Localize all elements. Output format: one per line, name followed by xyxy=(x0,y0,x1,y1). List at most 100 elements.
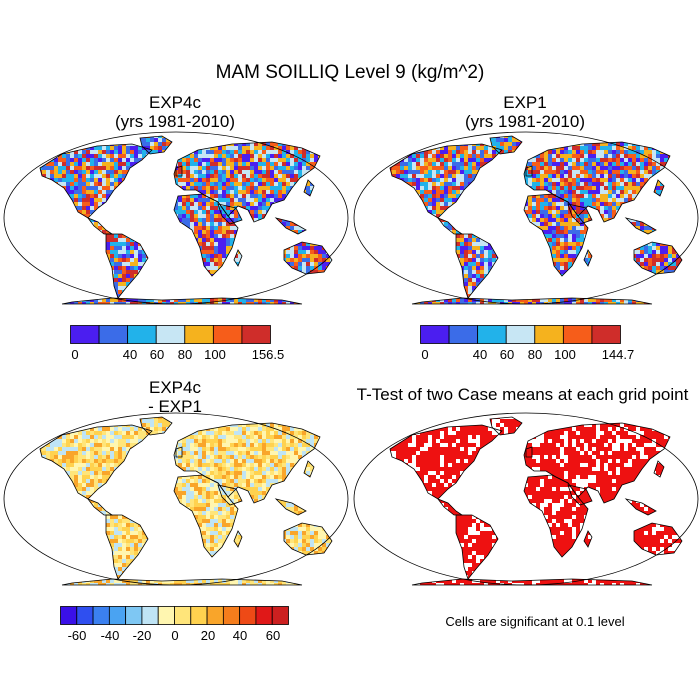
coast-uk xyxy=(175,446,183,458)
colorbar-swatch-11 xyxy=(239,606,257,625)
colorbar-tick-label: 60 xyxy=(150,347,164,362)
colorbar-tick-label: 80 xyxy=(528,347,542,362)
colorbar-diff: -60 -40 -20 0 20 40 60 xyxy=(60,606,289,643)
coast-north-america xyxy=(39,424,153,500)
colorbar-swatch-6 xyxy=(591,325,621,344)
map-panel-exp1 xyxy=(353,131,699,305)
panel-exp1-title: EXP1 (yrs 1981-2010) xyxy=(390,93,660,131)
coast-southeast-asia xyxy=(624,498,657,516)
coast-madagascar xyxy=(583,249,593,267)
colorbar-swatch-6 xyxy=(157,606,175,625)
coast-arabia xyxy=(217,203,243,225)
colorbar-tick-label: 156.5 xyxy=(252,347,285,362)
colorbar-swatch-5 xyxy=(212,325,243,344)
coast-antarctica-edge xyxy=(61,578,303,586)
panel-diff-title: EXP4c - EXP1 xyxy=(40,378,310,416)
coast-south-america xyxy=(455,233,499,299)
coast-uk xyxy=(525,446,533,458)
coastlines-exp1 xyxy=(389,135,683,305)
coast-japan xyxy=(303,460,315,478)
panel-ttest-title: T-Test of two Case means at each grid po… xyxy=(356,385,689,404)
coast-greenland xyxy=(139,416,173,436)
colorbar-tick-label: -20 xyxy=(133,628,152,643)
panel-exp1-title-line1: EXP1 xyxy=(503,93,547,112)
colorbar-swatch-1 xyxy=(98,325,129,344)
colorbar-swatch-4 xyxy=(125,606,143,625)
map-panel-exp4c xyxy=(3,131,349,305)
colorbar-tick-label: 40 xyxy=(233,628,247,643)
panel-diff-title-line1: EXP4c xyxy=(149,378,201,397)
coast-antarctica-edge xyxy=(411,578,653,586)
colorbar-swatch-3 xyxy=(505,325,536,344)
figure-title: MAM SOILLIQ Level 9 (kg/m^2) xyxy=(215,62,485,83)
colorbar-swatch-0 xyxy=(70,325,100,344)
colorbar-swatch-5 xyxy=(141,606,159,625)
coast-uk xyxy=(525,165,533,177)
coast-madagascar xyxy=(583,530,593,548)
coast-south-america xyxy=(105,514,149,580)
colorbar-tick-label: 60 xyxy=(500,347,514,362)
coast-north-america xyxy=(39,143,153,219)
colorbar-tick-label: 20 xyxy=(201,628,215,643)
coast-greenland xyxy=(489,135,523,155)
colorbar-swatch-4 xyxy=(184,325,214,344)
colorbar-tick-label: 0 xyxy=(171,628,178,643)
colorbar-tick-label: 60 xyxy=(266,628,280,643)
colorbar-swatch-7 xyxy=(174,606,192,625)
map-panel-diff xyxy=(3,412,349,586)
colorbar-tick-label: 100 xyxy=(204,347,226,362)
colorbar-swatch-9 xyxy=(206,606,224,625)
coast-north-america xyxy=(389,143,503,219)
panel-exp1-title-line2: (yrs 1981-2010) xyxy=(464,112,585,131)
coast-australia xyxy=(283,522,333,556)
coast-japan xyxy=(653,460,665,478)
map-panel-ttest xyxy=(353,412,699,586)
coast-south-america xyxy=(105,233,149,299)
colorbar-swatch-1 xyxy=(448,325,479,344)
colorbar-tick-label: -60 xyxy=(68,628,87,643)
coast-arabia xyxy=(217,484,243,506)
panel-exp4c-title-line2: (yrs 1981-2010) xyxy=(114,112,235,131)
colorbar-swatch-0 xyxy=(60,606,78,625)
colorbar-exp1: 0 40 60 80 100 144.7 xyxy=(420,325,634,362)
coast-australia xyxy=(283,241,333,275)
globe-border xyxy=(353,412,699,586)
colorbar-swatch-8 xyxy=(190,606,208,625)
globe-border xyxy=(3,412,349,586)
colorbar-tick-label: 0 xyxy=(421,347,428,362)
coast-arabia xyxy=(567,484,593,506)
colorbar-swatch-10 xyxy=(222,606,241,625)
panel-exp4c-title: EXP4c (yrs 1981-2010) xyxy=(40,93,310,131)
coast-madagascar xyxy=(233,530,243,548)
coast-north-america xyxy=(389,424,503,500)
colorbar-tick-label: 40 xyxy=(473,347,487,362)
colorbar-tick-label: 144.7 xyxy=(602,347,635,362)
colorbar-swatch-1 xyxy=(76,606,94,625)
colorbar-swatch-5 xyxy=(562,325,593,344)
colorbar-tick-label: 80 xyxy=(178,347,192,362)
coast-australia xyxy=(633,241,683,275)
colorbar-tick-label: 100 xyxy=(554,347,576,362)
colorbar-exp4c: 0 40 60 80 100 156.5 xyxy=(70,325,284,362)
coast-greenland xyxy=(489,416,523,436)
colorbar-swatch-2 xyxy=(92,606,110,625)
globe-border xyxy=(353,131,699,305)
panel-exp4c-title-line1: EXP4c xyxy=(149,93,201,112)
colorbar-swatch-3 xyxy=(108,606,127,625)
globe-border xyxy=(3,131,349,305)
coast-arabia xyxy=(567,203,593,225)
coast-japan xyxy=(653,179,665,197)
coast-japan xyxy=(303,179,315,197)
colorbar-tick-label: 0 xyxy=(71,347,78,362)
coast-southeast-asia xyxy=(624,217,657,235)
colorbar-swatch-2 xyxy=(477,325,507,344)
colorbar-swatch-2 xyxy=(127,325,157,344)
coast-southeast-asia xyxy=(274,217,307,235)
coast-uk xyxy=(175,165,183,177)
coast-madagascar xyxy=(233,249,243,267)
coast-south-america xyxy=(455,514,499,580)
colorbar-swatch-12 xyxy=(255,606,273,625)
coast-antarctica-edge xyxy=(61,297,303,305)
panel-diff-title-line2: - EXP1 xyxy=(148,397,202,416)
colorbar-swatch-4 xyxy=(534,325,564,344)
